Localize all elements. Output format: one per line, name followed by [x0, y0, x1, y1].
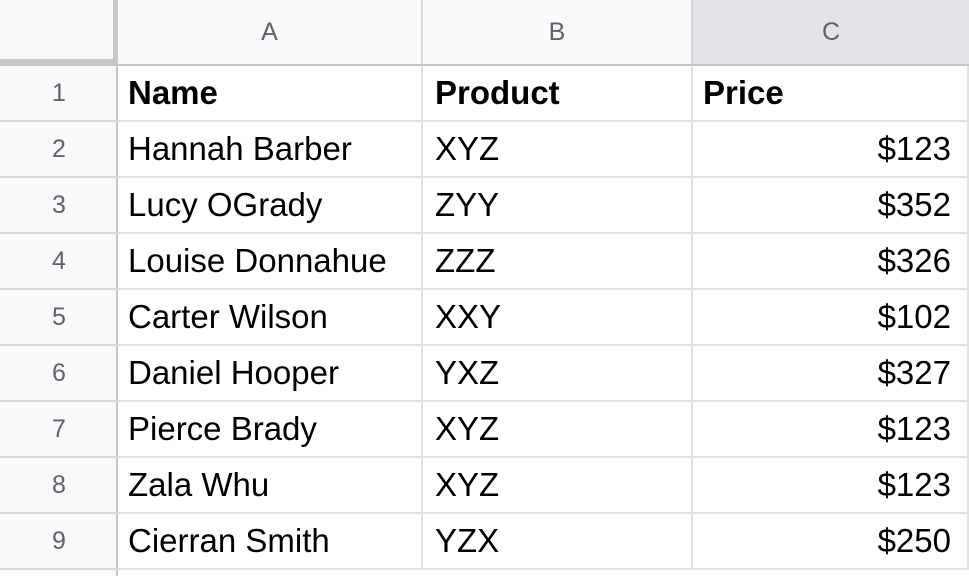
row-header-3[interactable]: 3 [0, 178, 118, 234]
row-header-6[interactable]: 6 [0, 346, 118, 402]
table-row: Name Product Price [118, 66, 969, 122]
row-header-column: 1 2 3 4 5 6 7 8 9 [0, 66, 118, 576]
column-header-a[interactable]: A [118, 0, 423, 64]
select-all-corner[interactable] [0, 0, 118, 64]
cell-a7[interactable]: Pierce Brady [118, 402, 423, 458]
table-row: Louise Donnahue ZZZ $326 [118, 234, 969, 290]
cell-a9[interactable]: Cierran Smith [118, 514, 423, 570]
cell-b2[interactable]: XYZ [423, 122, 693, 178]
row-header-9[interactable]: 9 [0, 514, 118, 570]
cell-c6[interactable]: $327 [693, 346, 969, 402]
cell-c5[interactable]: $102 [693, 290, 969, 346]
cell-b9[interactable]: YZX [423, 514, 693, 570]
table-row: Carter Wilson XXY $102 [118, 290, 969, 346]
cell-b1[interactable]: Product [423, 66, 693, 122]
cell-a3[interactable]: Lucy OGrady [118, 178, 423, 234]
cell-b7[interactable]: XYZ [423, 402, 693, 458]
table-row: Zala Whu XYZ $123 [118, 458, 969, 514]
row-header-5[interactable]: 5 [0, 290, 118, 346]
cell-c2[interactable]: $123 [693, 122, 969, 178]
cell-c7[interactable]: $123 [693, 402, 969, 458]
cell-a5[interactable]: Carter Wilson [118, 290, 423, 346]
row-header-4[interactable]: 4 [0, 234, 118, 290]
column-header-b[interactable]: B [423, 0, 693, 64]
table-row: Cierran Smith YZX $250 [118, 514, 969, 570]
cell-c4[interactable]: $326 [693, 234, 969, 290]
cell-a6[interactable]: Daniel Hooper [118, 346, 423, 402]
table-row: Lucy OGrady ZYY $352 [118, 178, 969, 234]
row-header-7[interactable]: 7 [0, 402, 118, 458]
cell-c9[interactable]: $250 [693, 514, 969, 570]
cell-a8[interactable]: Zala Whu [118, 458, 423, 514]
row-header-1[interactable]: 1 [0, 66, 118, 122]
cell-a4[interactable]: Louise Donnahue [118, 234, 423, 290]
cell-b8[interactable]: XYZ [423, 458, 693, 514]
cell-a1[interactable]: Name [118, 66, 423, 122]
cell-b6[interactable]: YXZ [423, 346, 693, 402]
cell-c3[interactable]: $352 [693, 178, 969, 234]
row-header-2[interactable]: 2 [0, 122, 118, 178]
cell-a2[interactable]: Hannah Barber [118, 122, 423, 178]
column-header-row: A B C [0, 0, 969, 66]
cell-c8[interactable]: $123 [693, 458, 969, 514]
cell-b5[interactable]: XXY [423, 290, 693, 346]
column-header-c[interactable]: C [693, 0, 969, 64]
table-row: Hannah Barber XYZ $123 [118, 122, 969, 178]
row-header-8[interactable]: 8 [0, 458, 118, 514]
cell-b3[interactable]: ZYY [423, 178, 693, 234]
cell-b4[interactable]: ZZZ [423, 234, 693, 290]
cell-c1[interactable]: Price [693, 66, 969, 122]
table-row: Daniel Hooper YXZ $327 [118, 346, 969, 402]
table-row: Pierce Brady XYZ $123 [118, 402, 969, 458]
